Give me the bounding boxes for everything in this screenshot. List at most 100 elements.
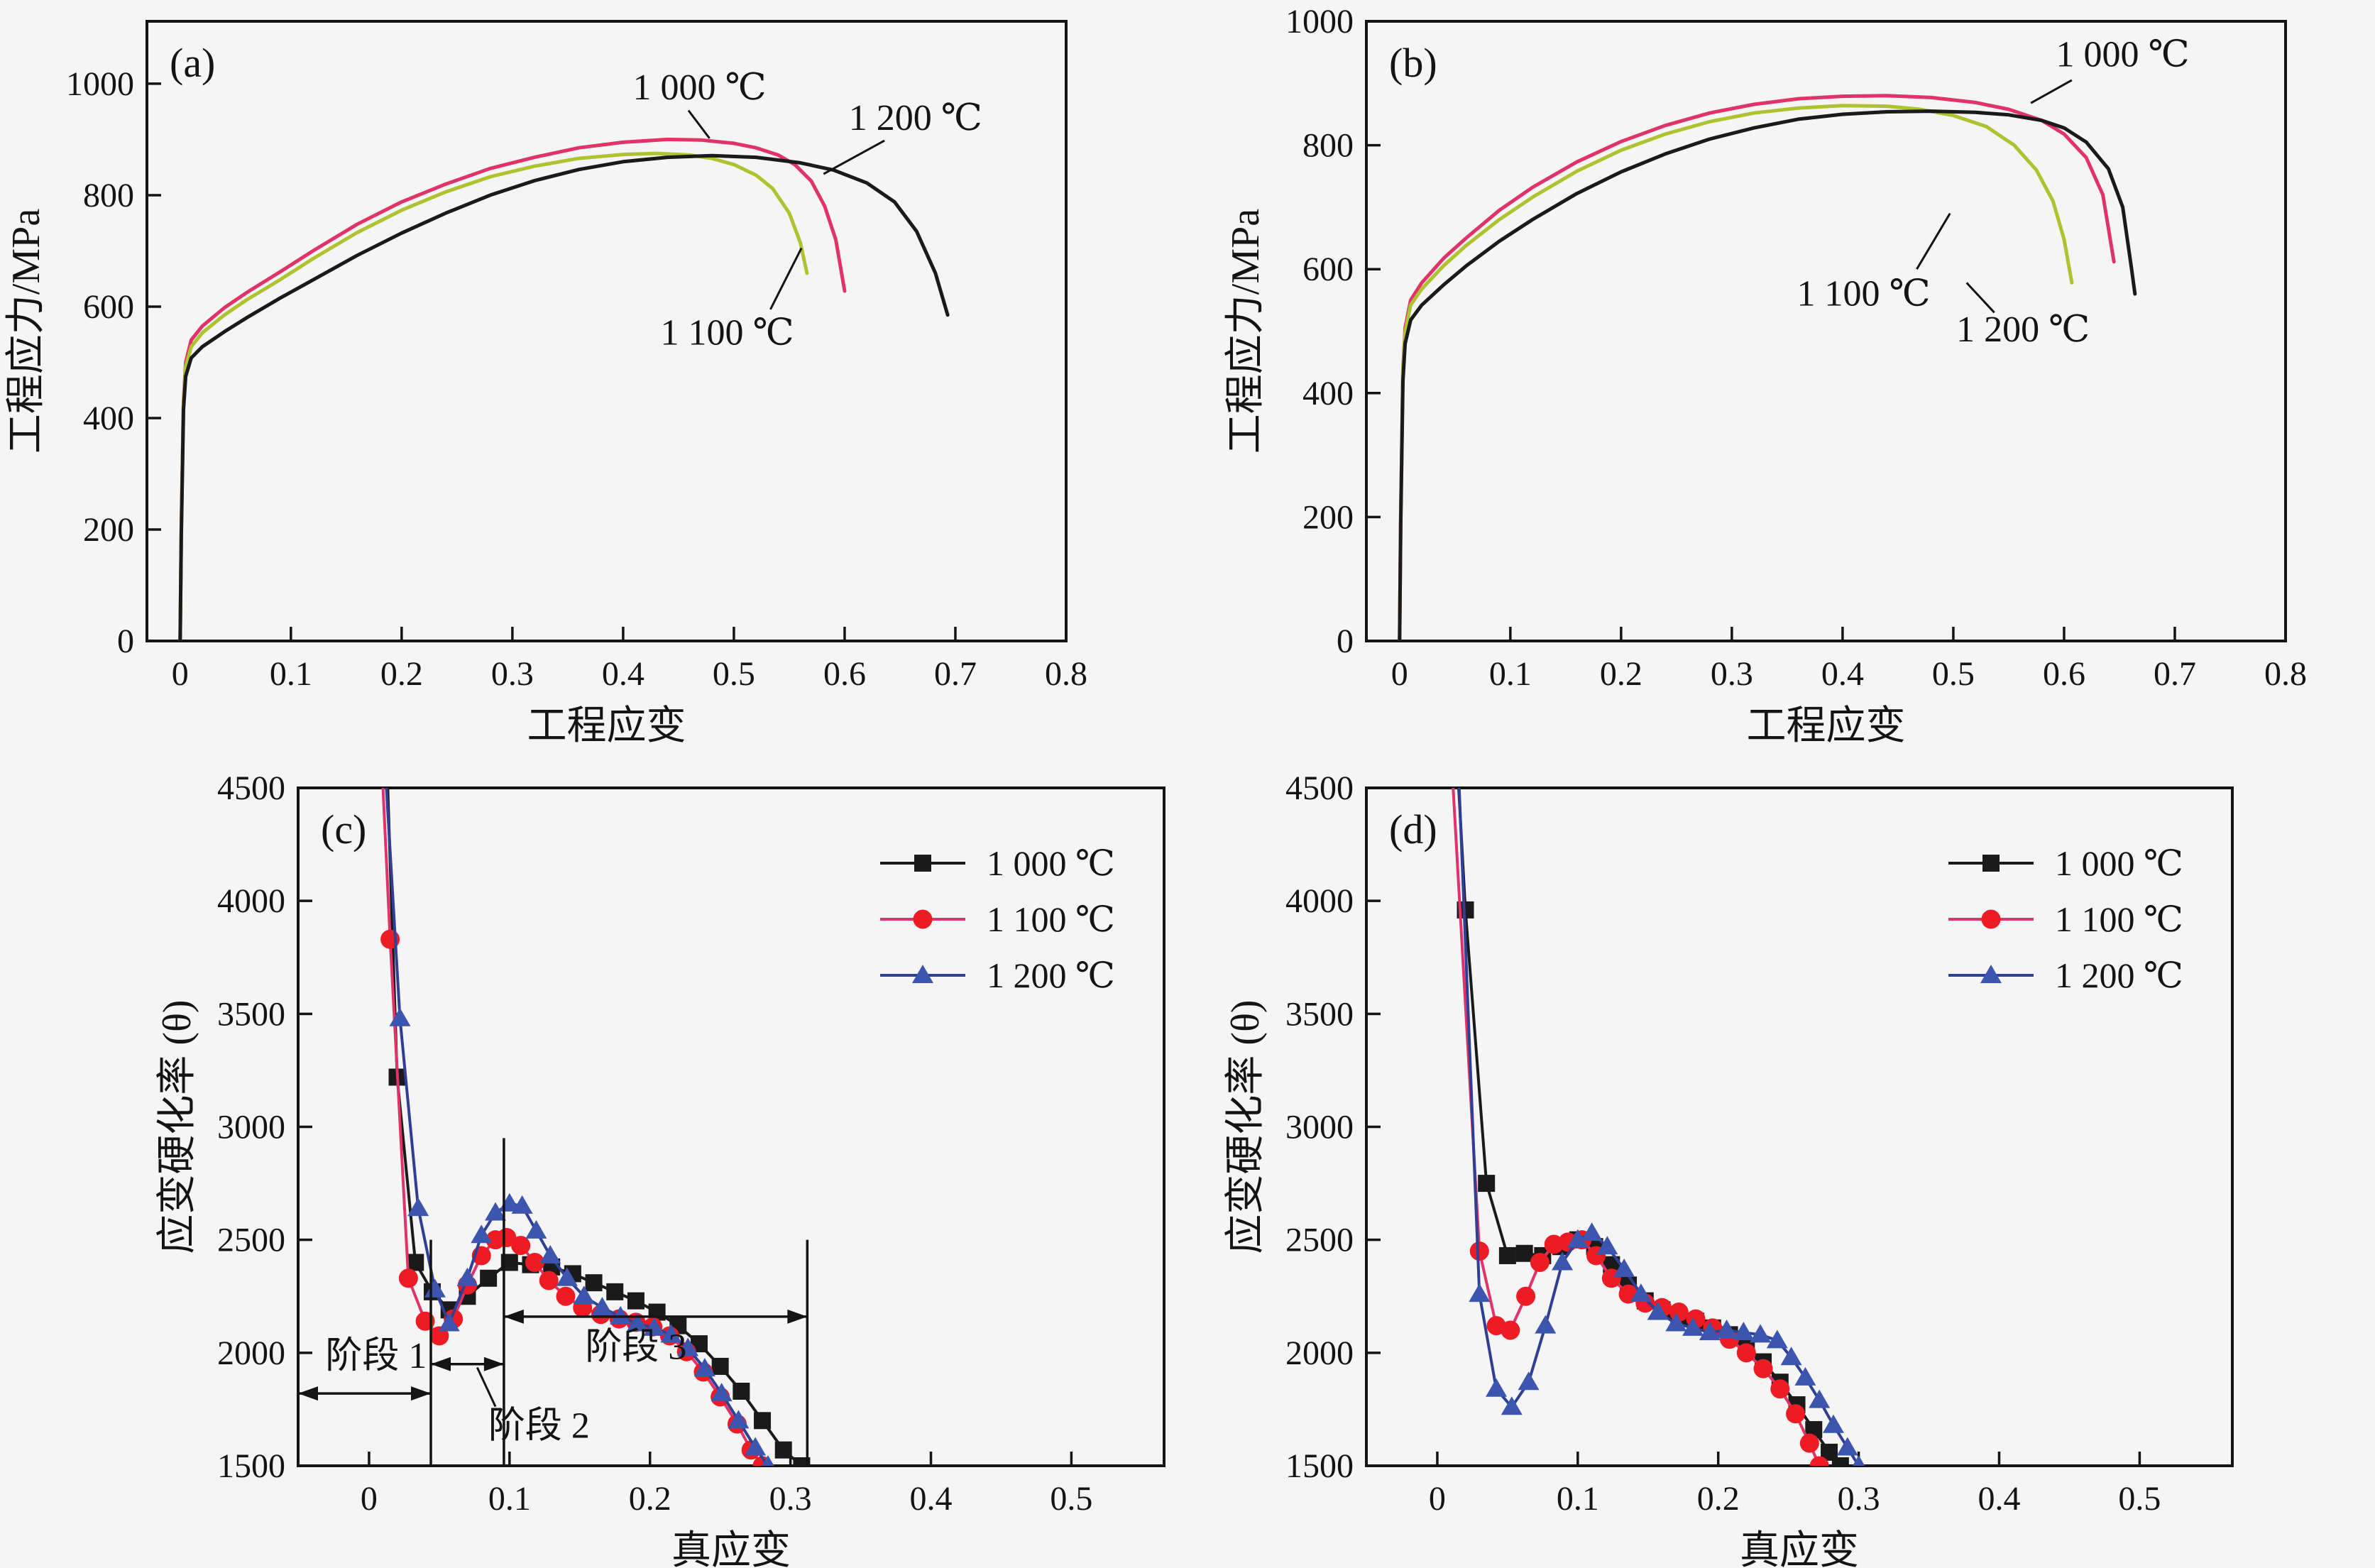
series-marker: [1799, 1433, 1819, 1453]
annotation-leader-line: [1965, 282, 1995, 314]
series-marker: [1515, 1244, 1533, 1262]
y-tick-label: 4000: [217, 882, 285, 920]
series-marker: [398, 1268, 418, 1288]
y-axis-title: 工程应力/MPa: [4, 209, 48, 454]
series-marker: [573, 1285, 595, 1305]
chart-a: 0 0.1 0.2 0.3 0.4 0.5 0.6 0.7 0.8 0 200 400 600 800 10…: [4, 20, 1087, 748]
series-marker: [610, 1305, 632, 1325]
series-marker: [1647, 1301, 1669, 1320]
y-tick-label: 1000: [1285, 3, 1354, 40]
series-marker: [497, 1227, 517, 1247]
series-marker: [1447, 723, 1464, 740]
series-marker: [539, 1271, 559, 1290]
series-marker: [480, 1269, 498, 1287]
series-marker: [745, 1437, 767, 1456]
annotation-leader-line: [476, 1366, 497, 1408]
series-d-3: [1457, 788, 1865, 1466]
series-marker: [733, 1382, 750, 1400]
series-marker: [556, 1286, 576, 1306]
series-marker: [407, 1254, 424, 1271]
x-tick-label: 0.6: [823, 655, 866, 693]
series-marker: [627, 1292, 645, 1310]
annotation-label: 1 200 ℃: [849, 98, 982, 138]
y-tick-label: 2500: [1285, 1222, 1354, 1259]
x-tick-label: 0.8: [1045, 655, 1087, 693]
legend-label: 1 000 ℃: [2055, 843, 2183, 883]
arrowhead-left-icon: [298, 1386, 318, 1401]
series-line: [1457, 788, 1860, 1466]
legend-triangle-marker: [912, 965, 933, 983]
series-marker: [1530, 1253, 1549, 1272]
series-marker: [1736, 1343, 1756, 1363]
x-axis-title: 工程应变: [527, 704, 686, 748]
series-marker: [1809, 1389, 1831, 1408]
x-axis-title: 真应变: [671, 1529, 791, 1568]
series-marker: [1501, 1320, 1520, 1340]
series-marker: [793, 1457, 811, 1466]
series-marker: [1613, 1259, 1635, 1278]
x-tick-label: 0.7: [2154, 655, 2196, 693]
legend-c: 1 000 ℃ 1 100 ℃ 1 200 ℃: [880, 843, 1115, 995]
legend-circle-marker: [913, 909, 933, 929]
annotation-leader-line: [1916, 212, 1951, 270]
x-axis-title: 真应变: [1740, 1529, 1859, 1568]
annotation-double-arrow: [431, 1356, 504, 1371]
series-marker: [606, 1283, 624, 1300]
chart-d: 0 0.1 0.2 0.3 0.4 0.5 1500 2000 2500 3000 3500 4000…: [1224, 723, 2234, 1568]
series-a-2: [178, 151, 809, 641]
x-tick-label: 0.1: [1557, 1480, 1599, 1518]
annotation-label: 阶段 1: [325, 1336, 427, 1376]
series-marker: [438, 1312, 460, 1332]
x-tick-label: 0.4: [1821, 655, 1864, 693]
series-marker: [525, 1253, 544, 1272]
series-a-3: [178, 153, 950, 641]
legend-label: 1 100 ℃: [2055, 899, 2183, 939]
x-tick-label: 0: [1391, 655, 1408, 693]
legend-triangle-marker: [1980, 965, 2002, 983]
series-marker: [1682, 1317, 1704, 1336]
series-line: [1398, 109, 2137, 641]
y-tick-label: 1000: [66, 65, 134, 103]
y-tick-label: 800: [1302, 127, 1354, 165]
series-c-3: [385, 788, 774, 1466]
series-line: [178, 137, 847, 641]
series-line: [381, 788, 764, 1466]
series-marker: [1469, 1283, 1491, 1303]
annotation-label: 1 200 ℃: [1956, 309, 2090, 350]
annotation-label: 1 100 ℃: [1797, 273, 1930, 314]
x-tick-label: 0.1: [270, 655, 312, 693]
y-tick-label: 2000: [1285, 1334, 1354, 1372]
x-tick-label: 0.4: [1978, 1480, 2021, 1518]
series-marker: [711, 1357, 729, 1375]
annotation-leader-line: [769, 247, 803, 310]
series-marker: [1516, 1286, 1536, 1306]
series-marker: [626, 1312, 648, 1332]
series-marker: [591, 1297, 613, 1316]
x-tick-label: 0.7: [934, 655, 977, 693]
x-tick-label: 0.2: [1697, 1480, 1740, 1518]
x-tick-label: 0.2: [629, 1480, 671, 1518]
x-tick-label: 0.3: [1711, 655, 1753, 693]
series-marker: [1469, 1241, 1489, 1261]
x-axis-title: 工程应变: [1747, 704, 1906, 748]
legend-label: 1 200 ℃: [987, 955, 1115, 995]
y-tick-label: 0: [117, 623, 134, 660]
series-marker: [1552, 1251, 1574, 1271]
series-marker: [556, 1267, 578, 1286]
series-marker: [585, 1274, 603, 1292]
x-tick-label: 0.4: [602, 655, 645, 693]
series-b-2: [1398, 104, 2074, 641]
x-tick-label: 0.5: [713, 655, 755, 693]
chart-b: 0 0.1 0.2 0.3 0.4 0.5 0.6 0.7 0.8 0 200 400 600 800 10…: [1224, 3, 2307, 748]
series-marker: [762, 1455, 774, 1466]
annotation-label: 阶段 2: [488, 1406, 590, 1447]
arrowhead-left-icon: [503, 1309, 524, 1324]
annotation-label: 1 000 ℃: [2056, 34, 2190, 75]
y-tick-label: 0: [1337, 623, 1354, 660]
x-tick-label: 0.5: [1050, 1480, 1092, 1518]
y-tick-label: 400: [83, 400, 134, 437]
series-marker: [1780, 1347, 1802, 1366]
series-marker: [1753, 1359, 1773, 1378]
chart-c: 0 0.1 0.2 0.3 0.4 0.5 1500 2000 2500 3000 3500 4000…: [155, 769, 1165, 1568]
